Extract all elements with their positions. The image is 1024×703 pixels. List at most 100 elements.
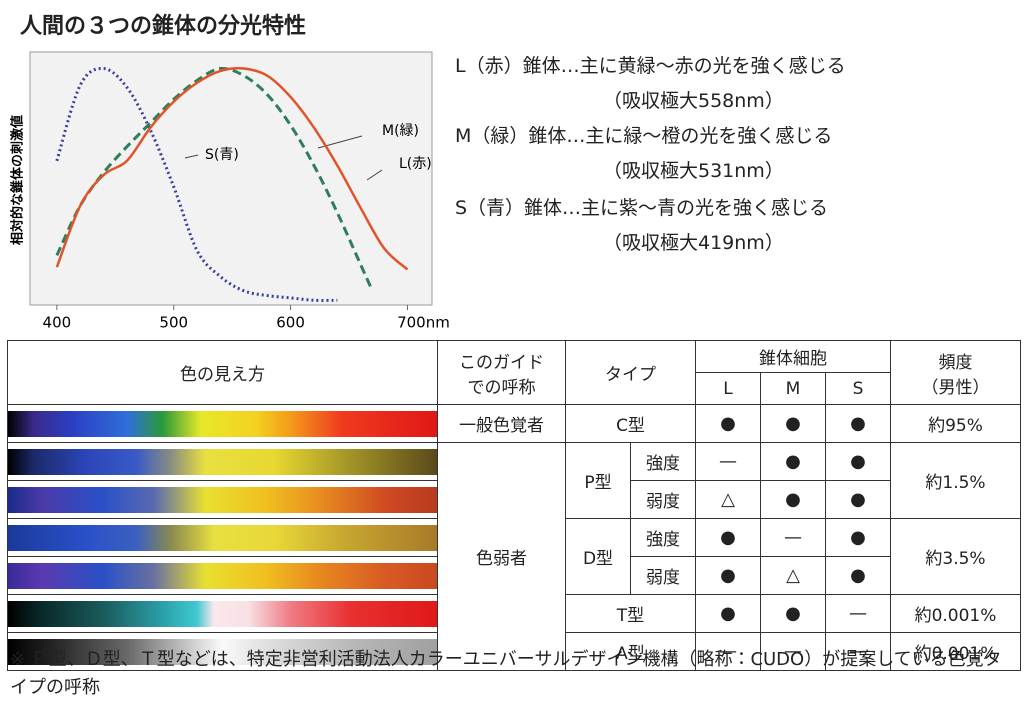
header: 色の見え方 <box>180 365 265 385</box>
cell: △ <box>695 480 761 519</box>
cone-mark: ● <box>850 489 866 510</box>
x-tick-label: 600 <box>276 314 305 332</box>
cone-mark: ● <box>785 603 801 624</box>
header: このガイド <box>459 352 544 373</box>
cell: 約1.5% <box>890 442 1021 519</box>
cone-mark: ● <box>785 451 801 472</box>
leader-line <box>184 154 199 159</box>
cone-mark: ● <box>850 413 866 434</box>
chart: 相対的な錐体の刺激値 400 500 600 700nm S(青) M(緑) L(赤) <box>10 51 450 332</box>
cell: 約3.5% <box>890 518 1021 595</box>
degree: 強度 <box>646 530 680 550</box>
header: 頻度 <box>938 352 973 373</box>
frequency: 約95% <box>928 416 983 436</box>
bar-cell <box>7 594 438 633</box>
curve <box>55 66 374 292</box>
frequency: 約0.001% <box>914 606 997 626</box>
cell: P型 <box>565 442 631 519</box>
color-bar <box>8 638 437 665</box>
cell: A型 <box>565 632 696 671</box>
curve-label: L(赤) <box>399 156 432 172</box>
group: 色弱者 <box>476 549 527 569</box>
header: 錐体細胞 <box>759 349 827 369</box>
cell: ● <box>695 594 761 633</box>
cell: 約95% <box>890 404 1021 443</box>
header-cell: 色の見え方 <box>7 340 438 405</box>
cone-mark: ● <box>720 413 736 434</box>
type: A型 <box>616 644 645 664</box>
cell: — <box>695 442 761 481</box>
cone-mark: ● <box>785 413 801 434</box>
cell: — <box>825 632 891 671</box>
cell: — <box>695 632 761 671</box>
type: T型 <box>616 606 645 626</box>
cone-mark: ● <box>785 489 801 510</box>
cone-mark: ● <box>850 451 866 472</box>
cell: 弱度 <box>630 556 696 595</box>
cell: 色弱者 <box>437 442 566 671</box>
bar-cell <box>7 480 438 519</box>
description-peak: （吸収極大531nm） <box>603 160 784 182</box>
degree: 弱度 <box>646 568 680 588</box>
type: D型 <box>582 549 614 569</box>
cell: ● <box>760 480 826 519</box>
color-bar <box>8 410 437 437</box>
cell: 一般色覚者 <box>437 404 566 443</box>
description-peak: （吸収極大558nm） <box>603 90 784 112</box>
description: L（赤）錐体…主に黄緑〜赤の光を強く感じる <box>455 55 846 77</box>
cell: ● <box>695 404 761 443</box>
cone-mark: △ <box>721 489 735 510</box>
cone-mark: ● <box>850 565 866 586</box>
header-cell: S <box>825 372 891 405</box>
cell: ● <box>825 556 891 595</box>
header-cell: タイプ <box>565 340 696 405</box>
cell: ● <box>695 518 761 557</box>
cone-mark: ● <box>720 527 736 548</box>
cell: — <box>760 518 826 557</box>
header-cell: 頻度 （男性） <box>890 340 1021 405</box>
cone-mark: — <box>849 603 867 624</box>
cell: C型 <box>565 404 696 443</box>
color-bar <box>8 448 437 475</box>
frequency: 約3.5% <box>925 549 986 569</box>
color-bar <box>8 524 437 551</box>
curve-label: S(青) <box>205 147 239 163</box>
cone-mark: ● <box>720 565 736 586</box>
cell: 弱度 <box>630 480 696 519</box>
cell: 強度 <box>630 518 696 557</box>
cell: T型 <box>565 594 696 633</box>
cell: ● <box>825 480 891 519</box>
header: S <box>852 378 864 399</box>
description-peak: （吸収極大419nm） <box>603 232 784 254</box>
curve-label: M(緑) <box>382 123 419 139</box>
cell: ● <box>695 556 761 595</box>
plot-area <box>29 51 433 306</box>
leader-line <box>366 169 383 181</box>
cone-mark: ● <box>720 603 736 624</box>
cone-mark: — <box>784 527 802 548</box>
cell: ● <box>825 518 891 557</box>
cone-mark: — <box>719 451 737 472</box>
cell: ● <box>825 404 891 443</box>
degree: 強度 <box>646 454 680 474</box>
y-axis-label: 相対的な錐体の刺激値 <box>10 115 26 245</box>
cell: ● <box>760 442 826 481</box>
description: M（緑）錐体…主に緑〜橙の光を強く感じる <box>455 125 833 147</box>
page-title: 人間の３つの錐体の分光特性 <box>20 14 307 39</box>
header: M <box>785 378 801 399</box>
bar-cell <box>7 442 438 481</box>
color-bar <box>8 486 437 513</box>
header-cell: このガイド での呼称 <box>437 340 566 405</box>
cone-mark: — <box>784 641 802 662</box>
footnote: ※ Ｐ型、Ｄ型、Ｔ型などは、特定非営利活動法人カラーユニバーサルデザイン機構（略… <box>10 649 1002 698</box>
cone-mark: ● <box>850 527 866 548</box>
cell: D型 <box>565 518 631 595</box>
cell: ● <box>760 594 826 633</box>
x-tick-label: 400 <box>43 314 72 332</box>
type: C型 <box>616 416 645 436</box>
frequency: 約1.5% <box>925 473 986 493</box>
bar-cell <box>7 632 438 671</box>
color-bar <box>8 600 437 627</box>
cell: ● <box>760 404 826 443</box>
